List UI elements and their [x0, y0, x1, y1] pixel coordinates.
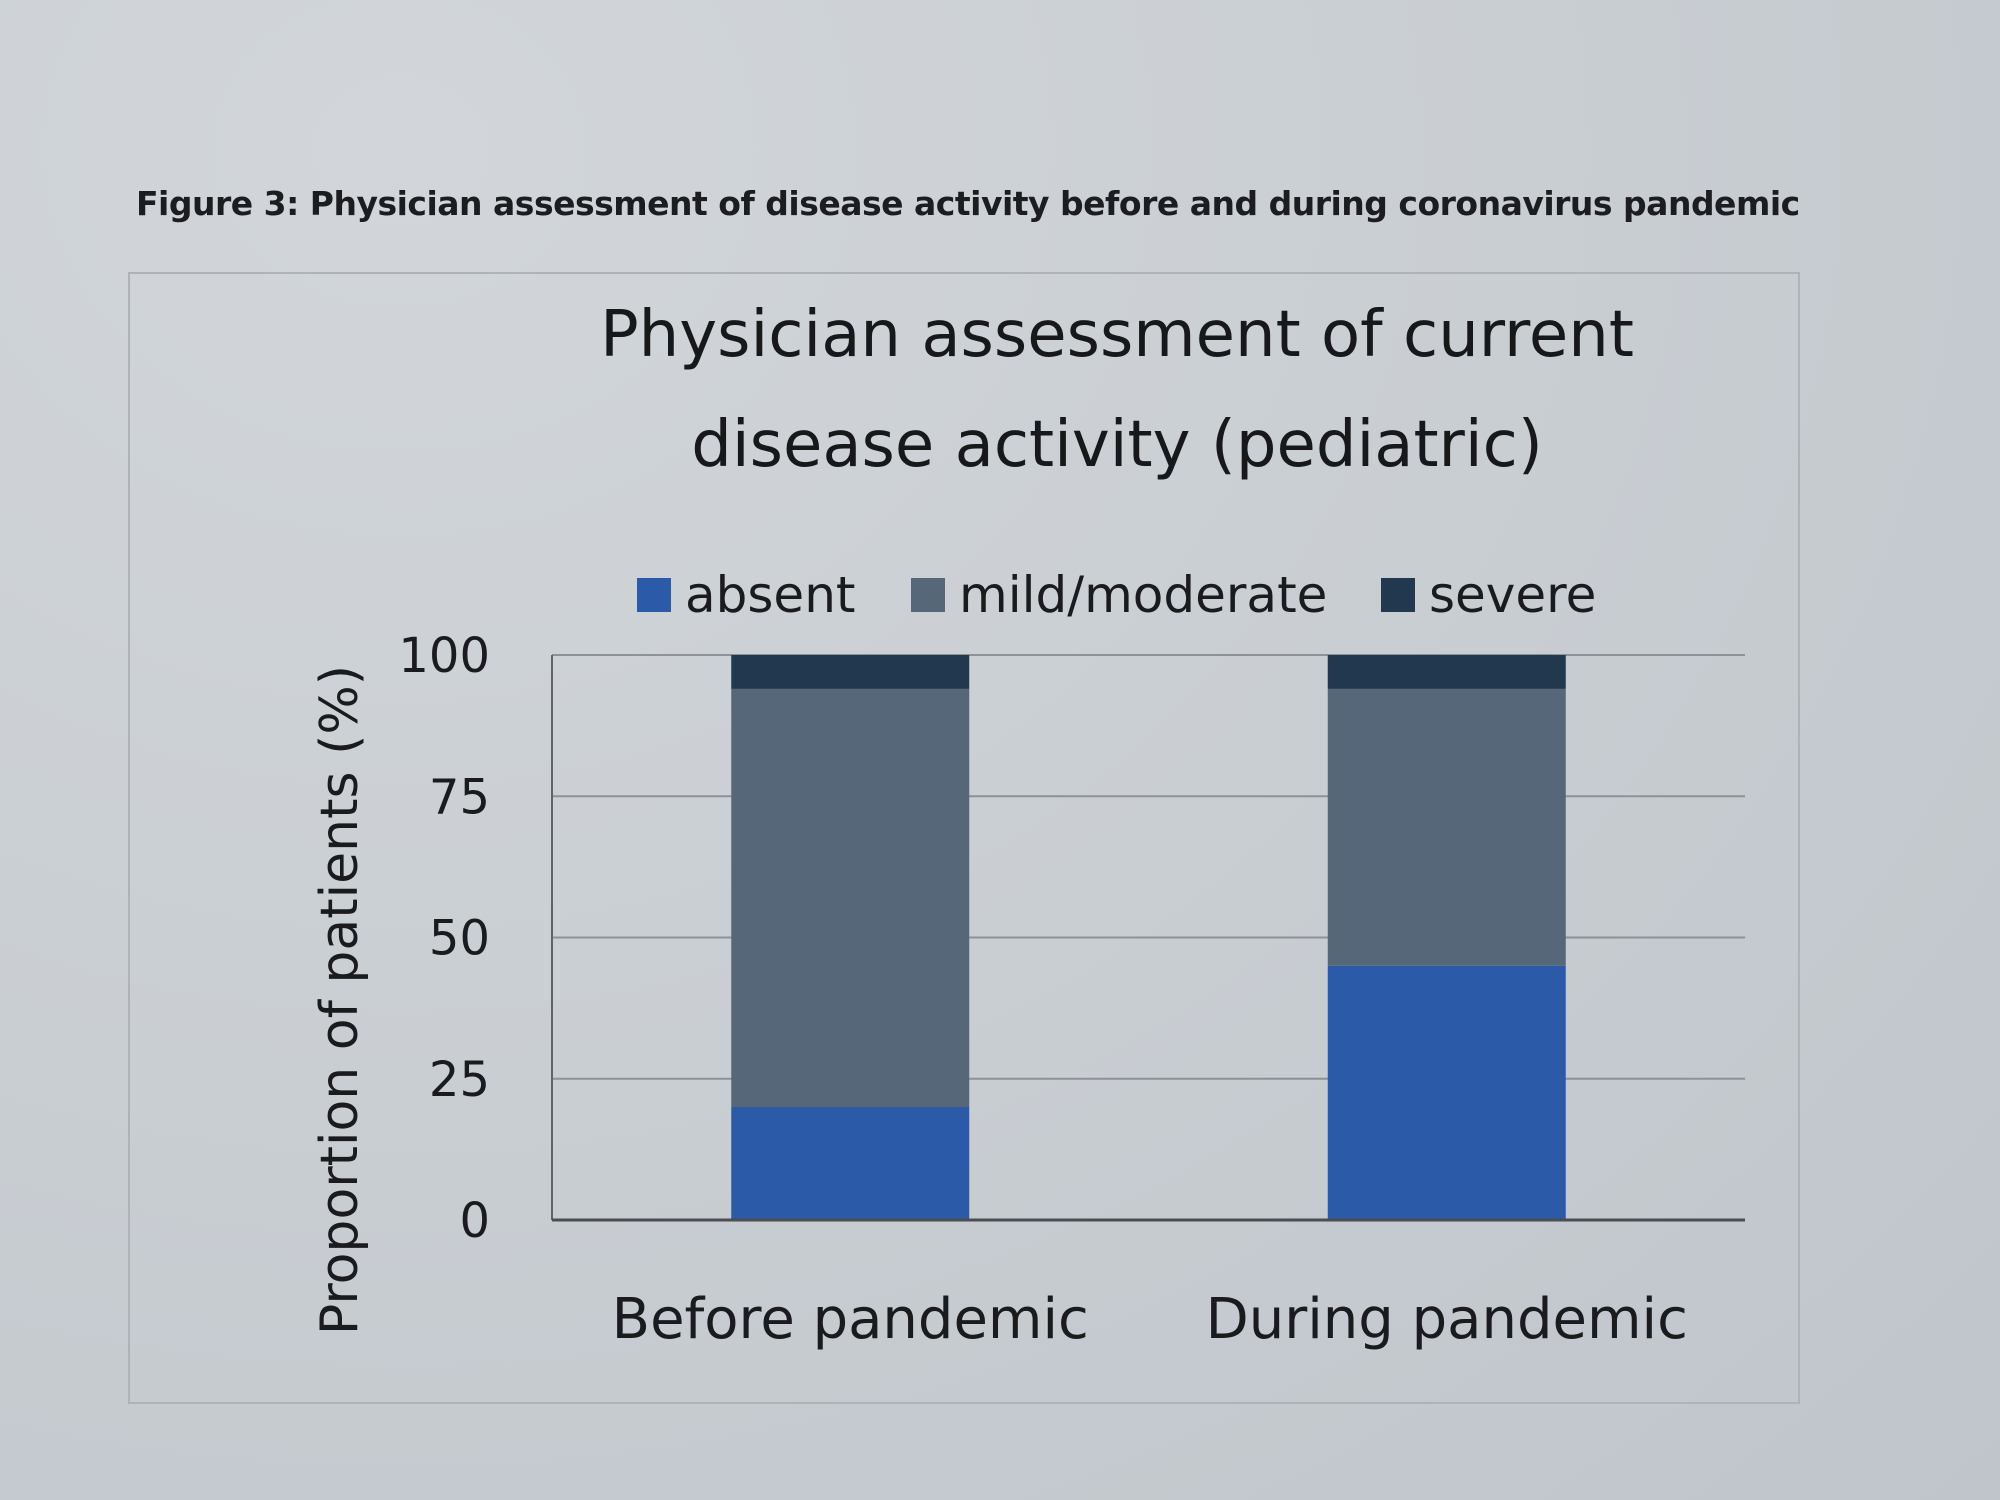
legend-swatch-absent	[637, 578, 671, 612]
legend: absent mild/moderate severe	[637, 566, 1596, 624]
chart-title-line-1: Physician assessment of current	[600, 298, 1634, 372]
y-tick-labels: 0 25 50 75 100	[398, 628, 490, 1249]
x-category-label-2: During pandemic	[1206, 1287, 1688, 1352]
axes	[551, 655, 1745, 1222]
bar-mild-moderate-1	[731, 688, 970, 1107]
y-tick-label-25: 25	[429, 1052, 490, 1108]
bar-absent-1	[731, 1107, 970, 1220]
legend-label-absent: absent	[685, 566, 855, 624]
chart-title-line-2: disease activity (pediatric)	[691, 408, 1543, 482]
x-category-labels: Before pandemic During pandemic	[612, 1287, 1688, 1352]
legend-swatch-severe	[1381, 578, 1415, 612]
gridlines	[552, 654, 1745, 1080]
y-tick-label-100: 100	[398, 628, 490, 684]
y-tick-label-50: 50	[429, 911, 490, 967]
y-tick-label-0: 0	[459, 1193, 490, 1249]
y-axis-label: Proportion of patients (%)	[310, 665, 370, 1335]
x-category-label-1: Before pandemic	[612, 1287, 1089, 1352]
y-tick-label-75: 75	[429, 769, 490, 825]
figure-caption: Figure 3: Physician assessment of diseas…	[136, 184, 1800, 223]
bar-absent-2	[1327, 965, 1566, 1220]
bar-severe-2	[1327, 655, 1566, 689]
bars	[731, 655, 1566, 1220]
bar-mild-moderate-2	[1327, 688, 1566, 966]
bar-severe-1	[731, 655, 970, 689]
legend-swatch-mild-moderate	[911, 578, 945, 612]
chart-panel	[128, 272, 1800, 1404]
legend-label-severe: severe	[1429, 566, 1596, 624]
legend-label-mild-moderate: mild/moderate	[959, 566, 1327, 624]
